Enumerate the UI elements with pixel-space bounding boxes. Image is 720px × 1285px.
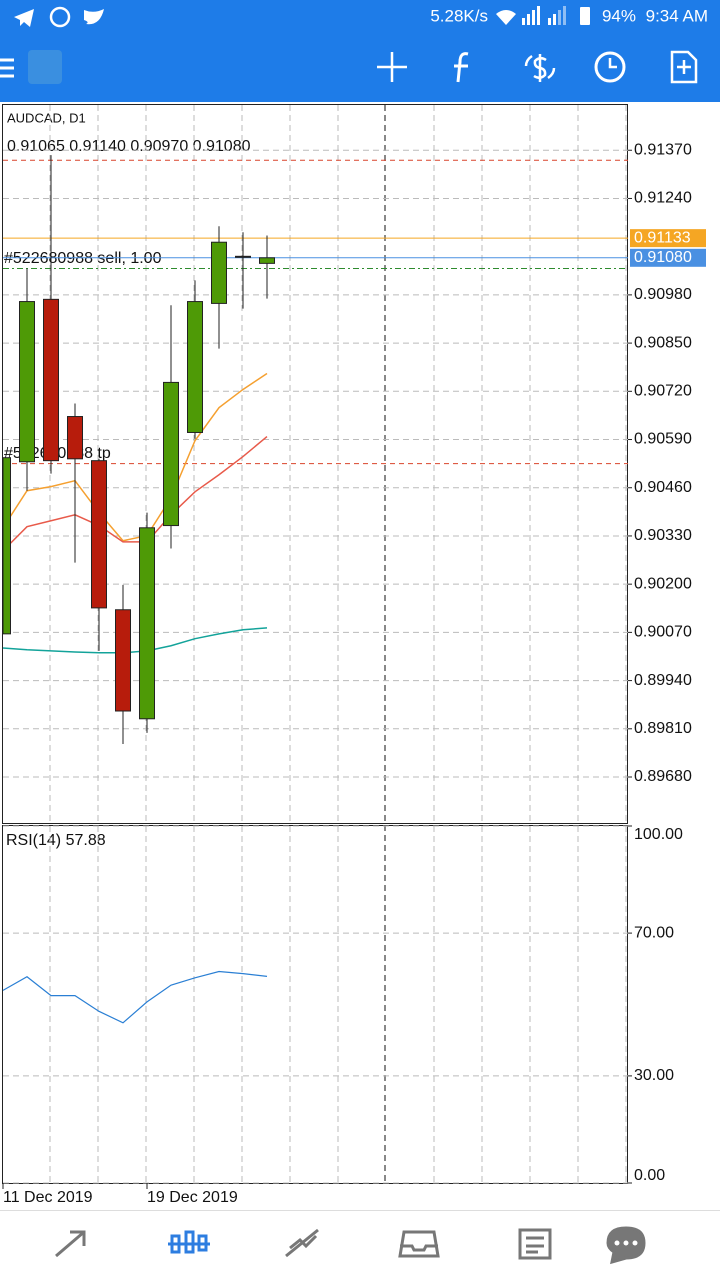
y-tick-label: 0.90330 xyxy=(634,527,692,544)
rsi-label: RSI(14) 57.88 xyxy=(6,832,106,849)
menu-button[interactable] xyxy=(0,58,14,78)
app-logo xyxy=(28,50,62,84)
top-bar xyxy=(0,0,720,102)
candle-body xyxy=(19,301,35,463)
rsi-tick-label: 70.00 xyxy=(634,924,674,941)
quotes-tab[interactable] xyxy=(55,1230,86,1258)
y-tick-label: 0.90590 xyxy=(634,431,692,448)
y-tick-label: 0.90460 xyxy=(634,479,692,496)
candle-body xyxy=(139,527,155,720)
rsi-pane xyxy=(2,825,628,1184)
clock: 9:34 AM xyxy=(646,6,708,25)
status-icons xyxy=(14,6,104,28)
chat-dot xyxy=(614,1240,620,1246)
y-tick-label: 0.90850 xyxy=(634,334,692,351)
trade-button[interactable] xyxy=(524,54,556,82)
chart-tab[interactable] xyxy=(168,1230,210,1254)
candle-body xyxy=(259,257,275,264)
candle-body xyxy=(43,298,59,462)
y-tick-label: 0.89680 xyxy=(634,768,692,785)
rsi-tick-label: 30.00 xyxy=(634,1067,674,1084)
bottom-nav xyxy=(0,1210,720,1280)
chat-dot xyxy=(623,1240,629,1246)
y-tick-label: 0.89940 xyxy=(634,672,692,689)
price-badge xyxy=(630,248,706,267)
candle-body xyxy=(91,460,107,609)
x-tick-label: 11 Dec 2019 xyxy=(3,1189,93,1206)
net-speed: 5.28K/s xyxy=(430,6,488,25)
y-tick-label: 0.90200 xyxy=(634,575,692,592)
battery: 94% xyxy=(602,6,636,25)
crosshair-button[interactable] xyxy=(377,52,407,82)
signal-icons xyxy=(496,6,590,25)
x-tick-label: 19 Dec 2019 xyxy=(147,1189,238,1206)
moving-average xyxy=(2,435,268,552)
moving-average xyxy=(2,627,268,654)
news-tab[interactable] xyxy=(518,1228,552,1260)
rsi-tick-label: 100.00 xyxy=(634,826,683,843)
trade-tab[interactable] xyxy=(285,1228,319,1258)
y-tick-label: 0.91370 xyxy=(634,141,692,158)
candle-body xyxy=(211,241,227,304)
price-badge xyxy=(630,229,706,248)
template-button[interactable] xyxy=(670,50,698,84)
history-tab[interactable] xyxy=(398,1230,440,1258)
chat-dot xyxy=(632,1240,638,1246)
moving-average xyxy=(2,372,268,542)
toolbar[interactable] xyxy=(0,50,698,84)
ohlc-label: 0.91065 0.91140 0.90970 0.91080 xyxy=(7,138,251,155)
period-button[interactable] xyxy=(594,51,626,83)
rsi-line xyxy=(2,970,268,1024)
candle-body xyxy=(187,301,203,433)
candle-body xyxy=(2,457,11,635)
candle-body xyxy=(235,255,251,258)
y-tick-label: 0.90720 xyxy=(634,383,692,400)
candle-body xyxy=(115,609,131,712)
indicators-button[interactable] xyxy=(454,52,469,83)
y-tick-label: 0.89810 xyxy=(634,720,692,737)
y-tick-label: 0.90070 xyxy=(634,624,692,641)
price-badge-label: 0.91133 xyxy=(634,229,691,246)
candle-body xyxy=(67,416,83,460)
symbol: AUDCAD, D1 xyxy=(7,110,86,125)
y-tick-label: 0.91240 xyxy=(634,190,692,207)
price-badge-label: 0.91080 xyxy=(634,249,692,266)
candle-body xyxy=(163,381,179,527)
rsi-tick-label: 0.00 xyxy=(634,1167,665,1184)
y-tick-label: 0.90980 xyxy=(634,286,692,303)
